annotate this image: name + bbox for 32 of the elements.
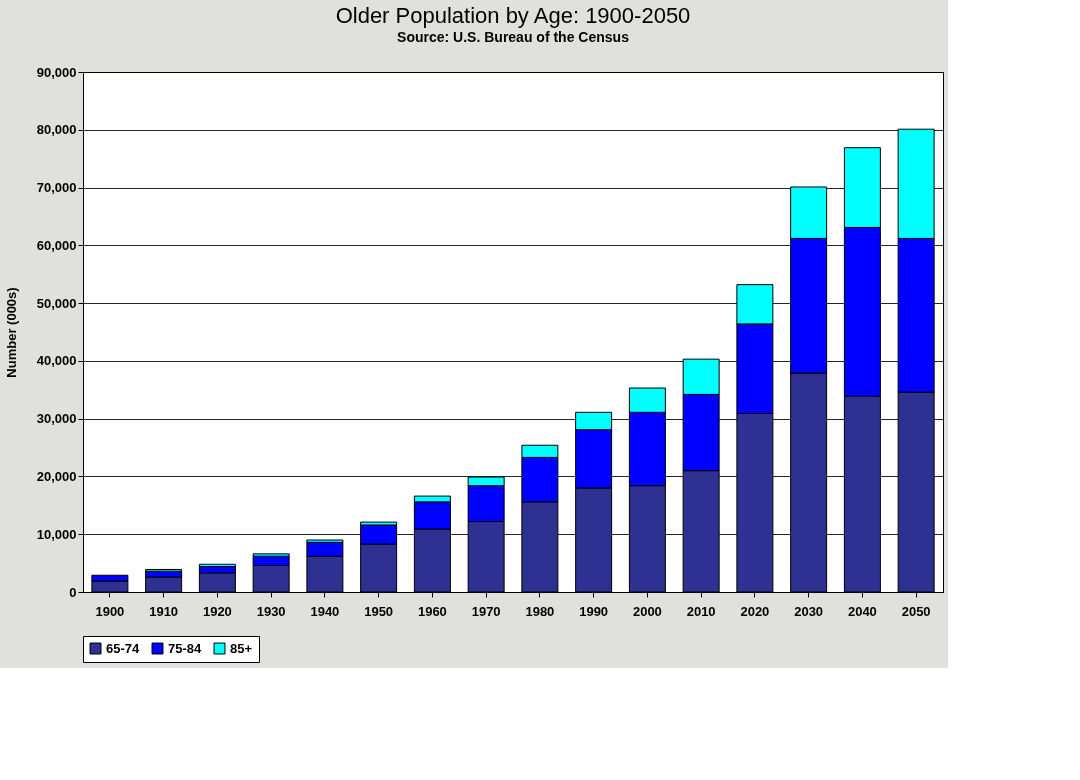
x-tick-label: 2010 — [686, 603, 716, 619]
legend-label: 65-74 — [106, 640, 141, 656]
y-tick-label: 0 — [69, 584, 77, 600]
y-tick-label: 30,000 — [36, 411, 77, 427]
y-tick-label: 40,000 — [36, 353, 77, 369]
x-tick-label: 1900 — [95, 603, 125, 619]
x-tick-label: 1970 — [471, 603, 501, 619]
x-tick-label: 2000 — [632, 603, 662, 619]
x-tick-label: 1930 — [256, 603, 286, 619]
x-tick-label: 1980 — [525, 603, 555, 619]
x-tick-label: 1950 — [364, 603, 394, 619]
y-tick-label: 50,000 — [36, 295, 77, 311]
x-tick-label: 1940 — [310, 603, 340, 619]
legend-label: 75-84 — [168, 640, 203, 656]
x-tick-label: 2050 — [901, 603, 931, 619]
chart-subtitle: Source: U.S. Bureau of the Census — [397, 29, 630, 45]
y-tick-label: 80,000 — [36, 122, 77, 138]
x-tick-label: 1910 — [149, 603, 179, 619]
x-tick-label: 1990 — [579, 603, 609, 619]
x-tick-label: 2030 — [794, 603, 824, 619]
y-tick-label: 70,000 — [36, 180, 77, 196]
y-tick-label: 20,000 — [36, 468, 77, 484]
y-tick-label: 10,000 — [36, 526, 77, 542]
x-tick-label: 2020 — [740, 603, 770, 619]
y-tick-label: 90,000 — [36, 64, 77, 80]
y-axis-title: Number (000s) — [3, 287, 19, 378]
legend-label: 85+ — [230, 640, 253, 656]
chart-title: Older Population by Age: 1900-2050 — [335, 3, 691, 28]
x-tick-label: 2040 — [847, 603, 877, 619]
y-tick-label: 60,000 — [36, 237, 77, 253]
x-tick-label: 1960 — [417, 603, 447, 619]
x-tick-label: 1920 — [202, 603, 232, 619]
